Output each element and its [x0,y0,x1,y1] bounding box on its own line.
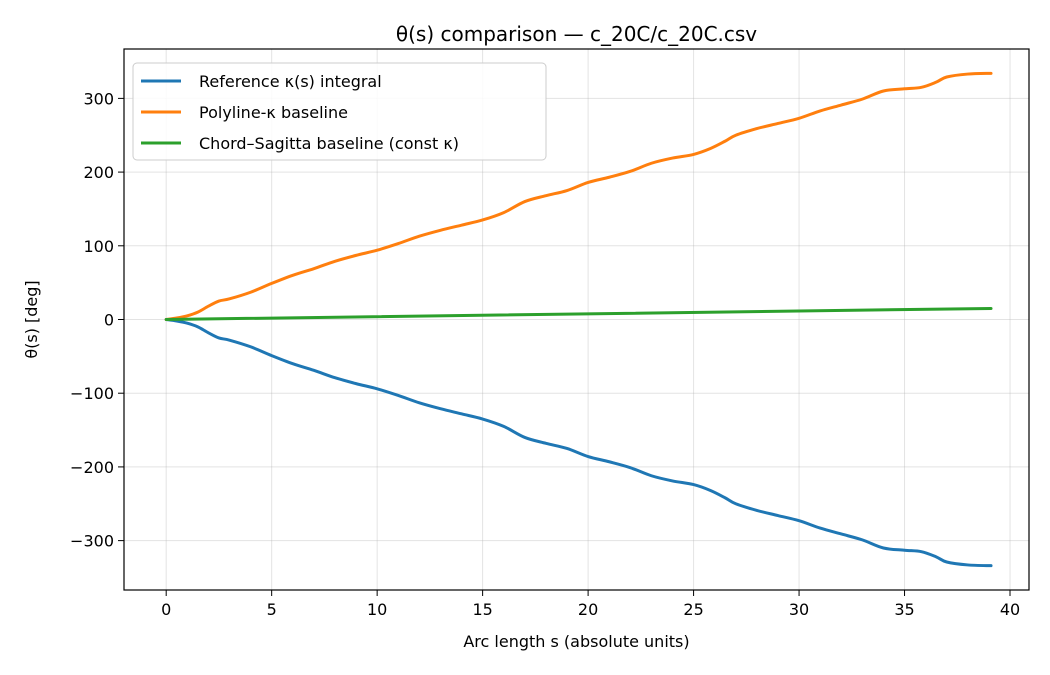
chord-sagitta-series-line [164,306,993,321]
axis-ticks: 0 5 10 15 20 25 30 35 40 −300 −200 −100 0 100 200 300 [70,89,1020,619]
legend-entry-reference: Reference κ(s) integral [199,72,382,91]
reference-series-line [164,318,993,568]
chart-title: θ(s) comparison — c_20C/c_20C.csv [396,22,757,46]
y-tick-label: 0 [104,311,114,330]
x-tick-label: 20 [578,600,598,619]
x-tick-label: 0 [161,600,171,619]
polyline-series-line [164,71,993,321]
x-tick-label: 10 [367,600,387,619]
y-tick-label: −300 [70,532,114,551]
series-layer [164,71,993,568]
x-tick-label: 5 [267,600,277,619]
y-tick-label: −200 [70,458,114,477]
x-tick-label: 25 [683,600,703,619]
y-tick-label: 200 [83,163,114,182]
legend-box [132,62,547,161]
x-tick-label: 40 [1000,600,1020,619]
y-tick-label: −100 [70,384,114,403]
legend-entry-chord-sagitta: Chord–Sagitta baseline (const κ) [199,134,459,153]
x-tick-label: 35 [894,600,914,619]
grid [124,49,1029,590]
y-tick-label: 100 [83,237,114,256]
y-tick-label: 300 [83,89,114,108]
x-axis-label: Arc length s (absolute units) [463,632,689,651]
y-axis-label: θ(s) [deg] [22,280,41,358]
x-tick-label: 30 [789,600,809,619]
legend-entry-polyline: Polyline-κ baseline [199,103,348,122]
x-tick-label: 15 [472,600,492,619]
legend: Reference κ(s) integral Polyline-κ baseli… [132,62,547,161]
